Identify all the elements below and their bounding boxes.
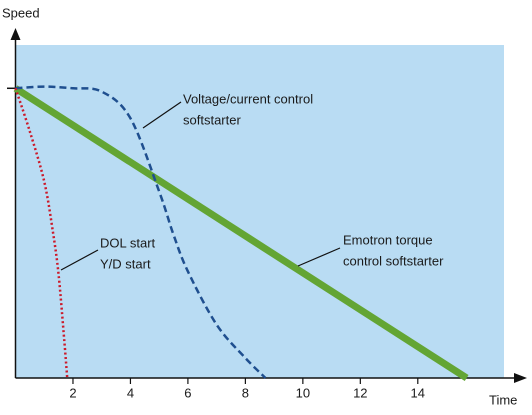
annotation-leader <box>142 101 182 129</box>
annotation-text: Y/D start <box>100 256 151 271</box>
y-axis-arrow <box>10 28 21 40</box>
x-tick-label: 6 <box>184 385 191 400</box>
x-tick-label: 2 <box>69 385 76 400</box>
annotation-text: Emotron torque <box>343 232 433 247</box>
x-axis-label: Time <box>489 392 517 407</box>
annotation-text: control softstarter <box>343 253 444 268</box>
annotation-text: softstarter <box>183 112 241 127</box>
annotation-leader <box>60 249 99 271</box>
series-line <box>13 85 469 381</box>
x-tick-label: 4 <box>127 385 134 400</box>
x-tick-label: 10 <box>296 385 310 400</box>
plot-background <box>15 45 504 378</box>
annotation-leader <box>297 247 341 267</box>
series-line <box>15 85 267 379</box>
annotation-text: DOL start <box>100 235 156 250</box>
x-axis-arrow <box>514 373 527 383</box>
series-line <box>14 87 69 379</box>
x-tick-label: 14 <box>411 385 425 400</box>
x-tick-label: 12 <box>353 385 367 400</box>
x-tick-label: 8 <box>242 385 249 400</box>
annotation-text: Voltage/current control <box>183 91 313 106</box>
y-axis-label: Speed <box>2 5 40 20</box>
